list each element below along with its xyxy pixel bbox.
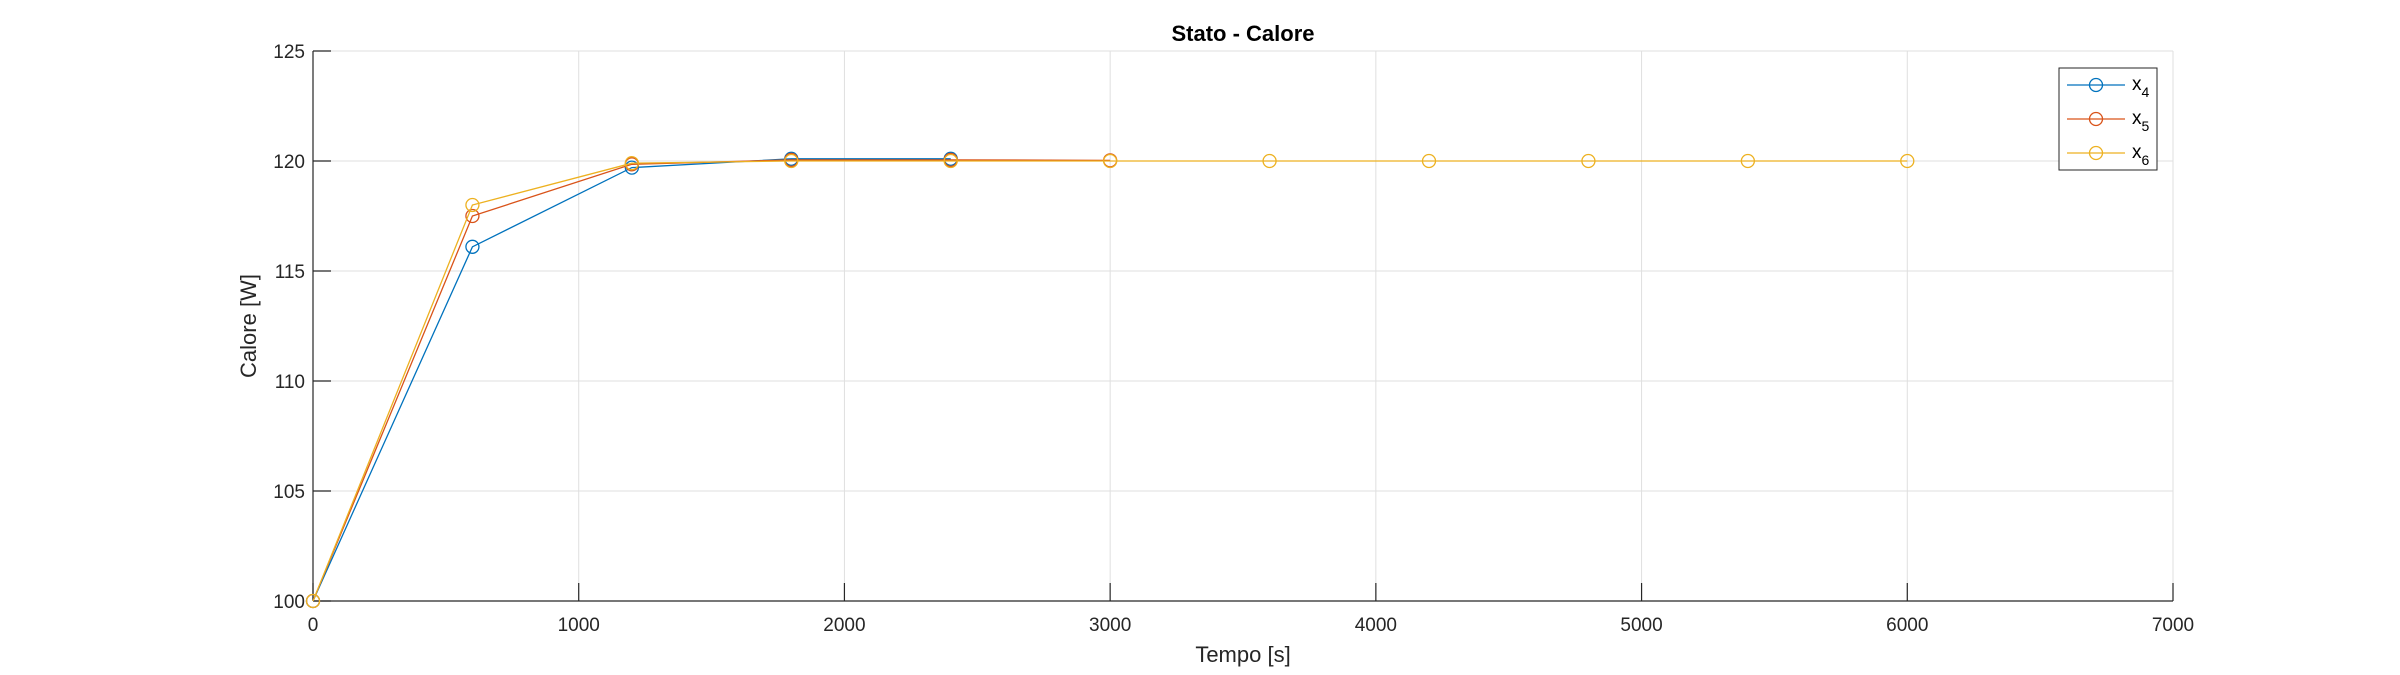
series-group: [305, 151, 1915, 609]
data-point-x6-9: [1740, 153, 1756, 169]
x-tick-label-1: 1000: [558, 615, 600, 636]
chart-title: Stato - Calore: [1171, 21, 1314, 46]
data-point-x6-7: [1421, 153, 1437, 169]
data-point-x6-6: [1262, 153, 1277, 169]
x-axis-label: Tempo [s]: [1195, 642, 1290, 667]
legend-marker-x5: [2088, 111, 2104, 127]
data-point-x6-3: [784, 153, 799, 169]
data-point-x4-2: [624, 160, 640, 175]
legend-label-subscript: 4: [2142, 84, 2150, 100]
data-point-x6-1: [465, 197, 480, 213]
legend-label-x5: x5: [2132, 108, 2150, 134]
legend-label-name: x: [2132, 108, 2142, 129]
y-axis-label: Calore [W]: [236, 274, 261, 378]
legend-marker-x4: [2088, 77, 2104, 93]
data-point-x6-8: [1581, 153, 1596, 169]
legend-label-name: x: [2132, 74, 2142, 95]
axes: [312, 50, 2174, 602]
data-point-x6-10: [1900, 153, 1915, 169]
x-tick-label-4: 4000: [1355, 615, 1397, 636]
series-line-x6: [312, 160, 1908, 602]
x-tick-label-5: 5000: [1620, 615, 1662, 636]
legend-label-subscript: 5: [2142, 118, 2150, 134]
y-tick-label-0: 100: [273, 592, 305, 613]
data-point-x5-1: [465, 208, 480, 224]
y-tick-label-1: 105: [273, 482, 305, 503]
data-point-x4-1: [465, 239, 480, 254]
tick-labels: 0 1000 2000 3000 4000 5000 6000 7000 100 105 110 11…: [273, 42, 2194, 636]
x-tick-label-0: 0: [308, 615, 319, 636]
data-point-x6-0: [305, 593, 321, 609]
x-tick-label-6: 6000: [1886, 615, 1928, 636]
series-line-x4: [312, 158, 951, 602]
data-point-x6-4: [943, 153, 958, 169]
legend-item-x5: x5: [2067, 108, 2150, 134]
legend-item-x4: x4: [2067, 74, 2150, 100]
legend-item-x6: x6: [2067, 142, 2150, 168]
legend-label-subscript: 6: [2142, 152, 2150, 168]
legend-label-x4: x4: [2132, 74, 2150, 100]
series-x6: [305, 153, 1915, 609]
y-tick-label-4: 120: [273, 152, 305, 173]
legend-label-x6: x6: [2132, 142, 2150, 168]
x-tick-label-2: 2000: [823, 615, 865, 636]
x-tick-label-3: 3000: [1089, 615, 1131, 636]
data-point-x6-2: [624, 156, 640, 171]
legend-label-name: x: [2132, 142, 2142, 163]
data-point-x6-5: [1102, 153, 1118, 169]
legend-marker-x6: [2088, 145, 2104, 161]
y-tick-label-3: 115: [275, 262, 305, 283]
y-tick-label-2: 110: [275, 372, 305, 393]
y-tick-label-5: 125: [273, 42, 305, 63]
x-tick-label-7: 7000: [2152, 615, 2194, 636]
